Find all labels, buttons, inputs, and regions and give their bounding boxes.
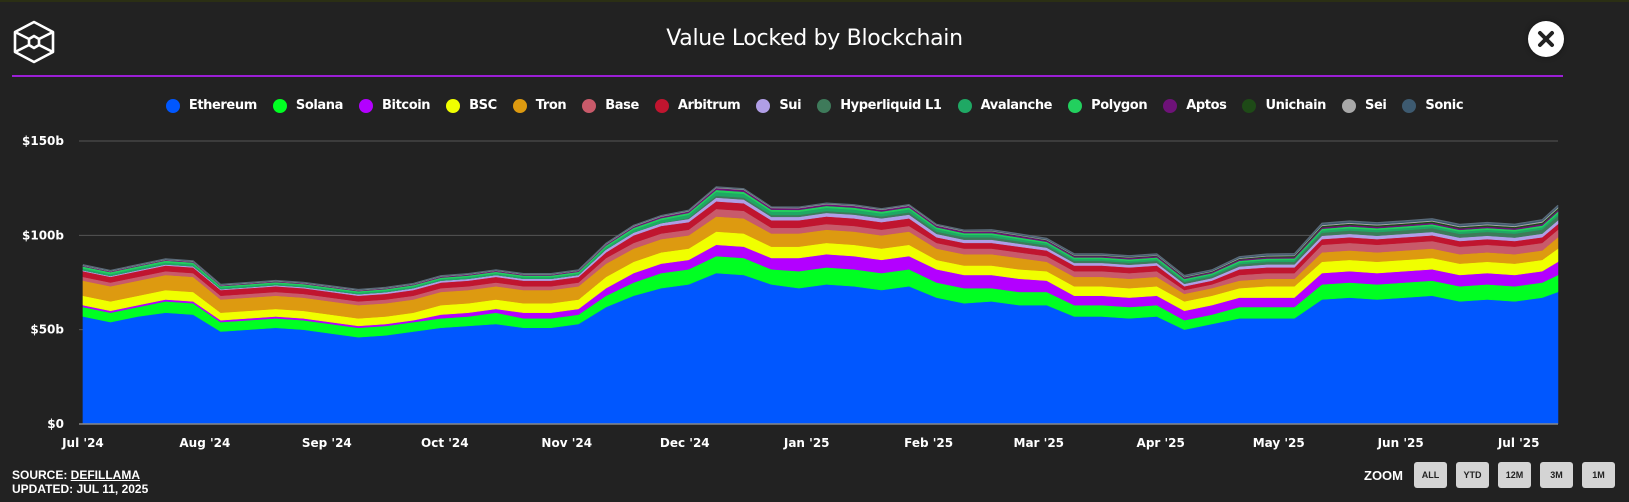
legend-dot-icon — [1341, 98, 1356, 113]
zoom-label: ZOOM — [1364, 467, 1403, 483]
legend-label: Unichain — [1265, 98, 1326, 113]
x-tick-label: Jul '25 — [1497, 436, 1540, 450]
close-icon — [1538, 31, 1554, 47]
legend-label: Polygon — [1091, 98, 1148, 113]
source-footer: SOURCE: DEFILLAMA UPDATED: JUL 11, 2025 — [12, 468, 148, 496]
zoom-3m-button[interactable]: 3M — [1540, 462, 1573, 488]
x-tick-label: Oct '24 — [421, 436, 469, 450]
x-tick-label: Sep '24 — [302, 436, 352, 450]
legend-dot-icon — [446, 98, 461, 113]
legend-label: BSC — [469, 98, 497, 113]
legend-dot-icon — [1242, 98, 1257, 113]
chart-legend: Ethereum Solana Bitcoin BSC Tron Base Arbitrum… — [0, 98, 1629, 113]
legend-dot-icon — [1068, 98, 1083, 113]
legend-dot-icon — [272, 98, 287, 113]
legend-item-tron[interactable]: Tron — [512, 98, 567, 113]
legend-label: Bitcoin — [382, 98, 431, 113]
y-tick-label: $50b — [30, 323, 64, 337]
y-tick-label: $150b — [22, 134, 64, 148]
legend-label: Sei — [1364, 98, 1387, 113]
x-tick-label: Jun '25 — [1377, 436, 1424, 450]
legend-item-solana[interactable]: Solana — [272, 98, 344, 113]
legend-dot-icon — [654, 98, 669, 113]
legend-label: Aptos — [1186, 98, 1227, 113]
legend-item-hyperliquid-l1[interactable]: Hyperliquid L1 — [817, 98, 942, 113]
close-button[interactable] — [1528, 21, 1564, 57]
legend-item-base[interactable]: Base — [582, 98, 639, 113]
legend-label: Sonic — [1425, 98, 1464, 113]
legend-dot-icon — [512, 98, 527, 113]
x-tick-label: Feb '25 — [904, 436, 953, 450]
legend-item-bitcoin[interactable]: Bitcoin — [359, 98, 431, 113]
legend-dot-icon — [582, 98, 597, 113]
legend-item-avalanche[interactable]: Avalanche — [957, 98, 1053, 113]
legend-dot-icon — [957, 98, 972, 113]
legend-dot-icon — [1163, 98, 1178, 113]
cube-logo-icon — [12, 20, 56, 64]
legend-dot-icon — [1402, 98, 1417, 113]
zoom-all-button[interactable]: ALL — [1414, 462, 1447, 488]
x-tick-label: Dec '24 — [660, 436, 710, 450]
legend-label: Ethereum — [188, 98, 257, 113]
legend-label: Tron — [535, 98, 567, 113]
legend-dot-icon — [756, 98, 771, 113]
legend-item-aptos[interactable]: Aptos — [1163, 98, 1227, 113]
legend-item-sei[interactable]: Sei — [1341, 98, 1387, 113]
x-tick-label: Aug '24 — [179, 436, 230, 450]
zoom-12m-button[interactable]: 12M — [1498, 462, 1531, 488]
zoom-controls: ZOOM ALL YTD 12M 3M 1M — [1364, 462, 1615, 488]
y-tick-label: $0 — [47, 417, 64, 431]
x-tick-label: Jan '25 — [783, 436, 830, 450]
chart-title: Value Locked by Blockchain — [666, 26, 963, 51]
legend-label: Base — [605, 98, 639, 113]
legend-dot-icon — [817, 98, 832, 113]
legend-label: Hyperliquid L1 — [840, 98, 942, 113]
zoom-1m-button[interactable]: 1M — [1582, 462, 1615, 488]
x-tick-label: Nov '24 — [541, 436, 592, 450]
y-tick-label: $100b — [22, 228, 64, 242]
legend-item-bsc[interactable]: BSC — [446, 98, 497, 113]
x-tick-label: May '25 — [1253, 436, 1305, 450]
legend-label: Sui — [779, 98, 802, 113]
legend-dot-icon — [359, 98, 374, 113]
x-tick-label: Mar '25 — [1014, 436, 1065, 450]
legend-item-unichain[interactable]: Unichain — [1242, 98, 1326, 113]
legend-label: Arbitrum — [677, 98, 741, 113]
top-strip — [0, 0, 1629, 2]
stack-top-outline — [82, 186, 1559, 291]
legend-item-arbitrum[interactable]: Arbitrum — [654, 98, 741, 113]
zoom-ytd-button[interactable]: YTD — [1456, 462, 1489, 488]
legend-dot-icon — [165, 98, 180, 113]
x-tick-label: Apr '25 — [1137, 436, 1185, 450]
x-tick-label: Jul '24 — [61, 436, 104, 450]
legend-item-sonic[interactable]: Sonic — [1402, 98, 1464, 113]
legend-item-polygon[interactable]: Polygon — [1068, 98, 1148, 113]
legend-item-sui[interactable]: Sui — [756, 98, 802, 113]
source-label: SOURCE: — [12, 468, 71, 482]
legend-label: Avalanche — [980, 98, 1053, 113]
legend-item-ethereum[interactable]: Ethereum — [165, 98, 257, 113]
source-link[interactable]: DEFILLAMA — [70, 468, 140, 482]
legend-label: Solana — [295, 98, 344, 113]
updated-date: UPDATED: JUL 11, 2025 — [12, 482, 149, 496]
header-divider — [12, 75, 1563, 77]
